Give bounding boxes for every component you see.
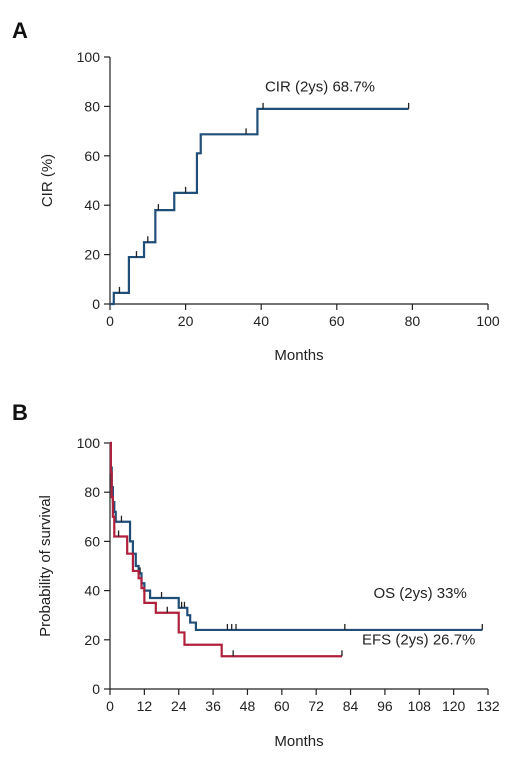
x-tick-label: 12 [137,698,153,714]
x-tick-label: 20 [178,313,194,329]
series-line-0 [110,107,409,306]
panel-a: A 0 20 40 60 80 100 0 20 40 60 80 100 CIR (2ys) 68.7… [12,18,500,364]
panel-b-y-axis-title: Probability of survival [37,495,54,637]
x-tick-label: 24 [171,698,187,714]
y-tick-label: 40 [84,197,100,213]
x-tick-label: 60 [274,698,290,714]
y-tick-label: 80 [84,98,100,114]
series-line-1 [109,441,342,658]
y-tick-label: 20 [84,247,100,263]
x-tick-label: 100 [476,313,500,329]
y-tick-label: 0 [92,296,100,312]
annotation-label: OS (2ys) 33% [373,585,466,602]
series-line-0 [109,441,483,632]
y-tick-label: 100 [77,435,101,451]
x-tick-label: 0 [106,313,114,329]
x-tick-label: 72 [308,698,324,714]
x-tick-label: 0 [106,698,114,714]
x-tick-label: 60 [329,313,345,329]
x-tick-label: 48 [240,698,256,714]
annotation-label: CIR (2ys) 68.7% [265,79,375,96]
panel-a-label: A [12,18,28,43]
panel-a-plot: 0 20 40 60 80 100 0 20 40 60 80 100 CIR (2ys) 68.7% [77,49,500,329]
x-tick-label: 84 [343,698,359,714]
y-tick-label: 0 [92,681,100,697]
x-tick-label: 120 [442,698,466,714]
y-tick-label: 20 [84,632,100,648]
y-tick-label: 60 [84,533,100,549]
x-tick-label: 40 [253,313,269,329]
panel-b: B 0 20 40 60 80 100 0 12 24 36 48 60 72 84 96 108 120 132… [12,400,500,750]
panel-a-x-axis-title: Months [274,347,323,364]
x-tick-label: 96 [377,698,393,714]
annotation-label: EFS (2ys) 26.7% [362,632,475,649]
x-tick-label: 36 [205,698,221,714]
panel-b-plot: 0 20 40 60 80 100 0 12 24 36 48 60 72 84 96 108 120 132 OS… [77,435,500,714]
panel-b-label: B [12,400,28,425]
panel-b-x-axis-title: Months [274,733,323,750]
x-tick-label: 132 [476,698,500,714]
y-tick-label: 60 [84,148,100,164]
x-tick-label: 80 [405,313,421,329]
x-tick-label: 108 [408,698,432,714]
y-tick-label: 40 [84,583,100,599]
panel-a-y-axis-title: CIR (%) [39,154,56,207]
y-tick-label: 80 [84,484,100,500]
y-tick-label: 100 [77,49,101,65]
